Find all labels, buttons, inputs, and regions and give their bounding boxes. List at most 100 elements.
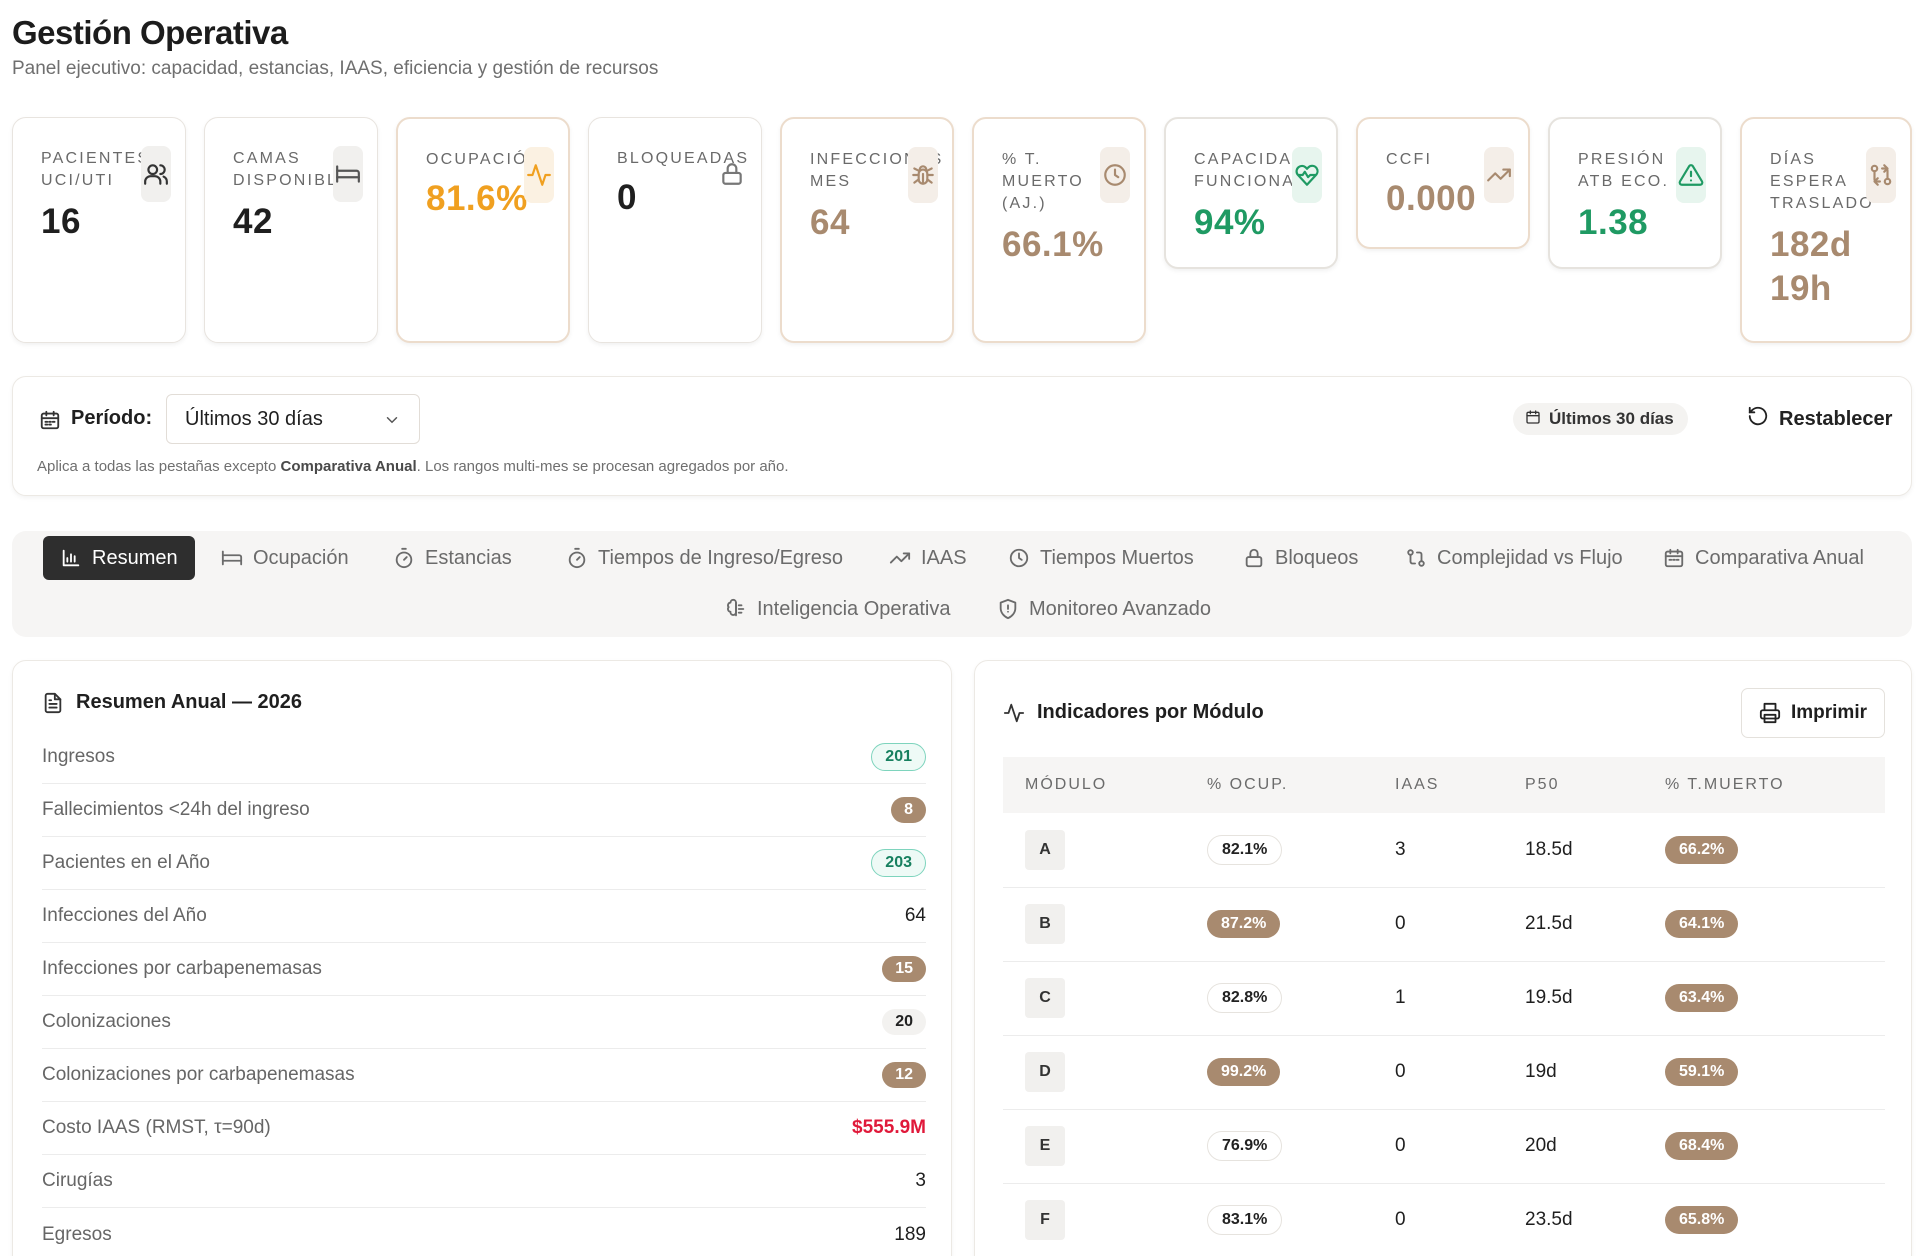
ocupacion-pill: 82.8% (1207, 983, 1283, 1013)
kpi-card-capacidad: Capacidad Funcional 94% (1164, 117, 1338, 269)
summary-value: 203 (871, 849, 926, 877)
iaas-value: 0 (1395, 1209, 1406, 1230)
module-badge: E (1025, 1126, 1065, 1166)
kpi-label: % T. Muerto (Aj.) (1002, 151, 1084, 212)
tab-label: Resumen (92, 546, 178, 569)
clock-icon (1100, 147, 1130, 203)
summary-value: 15 (882, 956, 926, 982)
calendar-icon (39, 409, 61, 436)
tiempo-muerto-pill: 63.4% (1665, 984, 1739, 1012)
summary-label: Colonizaciones por carbapenemasas (42, 1064, 355, 1085)
tab-ocupacion[interactable]: Ocupación (204, 536, 366, 580)
tab-tiempos-muertos[interactable]: Tiempos Muertos (991, 536, 1211, 580)
module-table: Módulo % Ocup. IAAS P50 % T.Muerto A 82.… (1003, 757, 1885, 1256)
kpi-value: 81.6% (426, 179, 528, 218)
tab-label: Tiempos Muertos (1040, 546, 1194, 569)
list-item: Cirugías 3 (42, 1155, 926, 1208)
summary-label: Pacientes en el Año (42, 852, 210, 873)
period-badge-label: Últimos 30 días (1549, 409, 1674, 428)
column-header: % Ocup. (1187, 757, 1377, 813)
tab-resumen[interactable]: Resumen (43, 536, 195, 580)
tab-tiempos-ingreso-egreso[interactable]: Tiempos de Ingreso/Egreso (549, 536, 860, 580)
tab-label: Complejidad vs Flujo (1437, 546, 1623, 569)
kpi-value: 42 (233, 202, 273, 241)
tab-monitoreo-avanzado[interactable]: Monitoreo Avanzado (980, 587, 1228, 631)
module-indicators-title: Indicadores por Módulo (1003, 701, 1264, 724)
kpi-label: Bloqueadas (617, 150, 750, 167)
trending-up-icon (889, 552, 911, 564)
ocupacion-pill: 76.9% (1207, 1131, 1283, 1161)
tiempo-muerto-pill: 65.8% (1665, 1206, 1739, 1234)
table-row: D 99.2% 0 19d 59.1% (1003, 1035, 1885, 1110)
print-label: Imprimir (1790, 702, 1868, 723)
ocupacion-pill: 87.2% (1207, 910, 1281, 938)
list-item: Colonizaciones 20 (42, 996, 926, 1049)
tab-label: Tiempos de Ingreso/Egreso (598, 546, 843, 569)
p50-value: 20d (1525, 1135, 1557, 1156)
summary-label: Infecciones del Año (42, 905, 207, 926)
print-button[interactable]: Imprimir (1741, 688, 1885, 738)
tab-inteligencia-operativa[interactable]: Inteligencia Operativa (708, 587, 967, 631)
column-header: P50 (1505, 757, 1645, 813)
activity-icon (1003, 703, 1025, 722)
kpi-value: 1.38 (1578, 203, 1649, 242)
printer-icon (1759, 702, 1781, 724)
tiempo-muerto-pill: 64.1% (1665, 910, 1739, 938)
shield-icon (999, 598, 1017, 620)
summary-label: Costo IAAS (RMST, τ=90d) (42, 1117, 271, 1138)
tab-label: Estancias (425, 546, 512, 569)
kpi-row: Pacientes UCI/UTI 16 Camas Disponibles 4… (12, 117, 1912, 343)
list-item: Infecciones por carbapenemasas 15 (42, 943, 926, 996)
bar-chart-icon (62, 549, 80, 567)
summary-label: Cirugías (42, 1170, 113, 1191)
tab-estancias[interactable]: Estancias (376, 536, 529, 580)
kpi-value: 94% (1194, 203, 1266, 242)
tab-complejidad-vs-flujo[interactable]: Complejidad vs Flujo (1388, 536, 1640, 580)
p50-value: 21.5d (1525, 913, 1573, 934)
kpi-card-presion-atb: Presión ATB Eco. 1.38 (1548, 117, 1722, 269)
annual-summary-list: Ingresos 201 Fallecimientos <24h del ing… (42, 731, 926, 1256)
tab-label: Inteligencia Operativa (757, 597, 951, 620)
chevron-down-icon (383, 411, 401, 435)
iaas-value: 0 (1395, 1061, 1406, 1082)
summary-label: Fallecimientos <24h del ingreso (42, 799, 310, 820)
period-select-value: Últimos 30 días (185, 407, 323, 430)
file-text-icon (44, 692, 62, 713)
ocupacion-pill: 83.1% (1207, 1205, 1283, 1235)
tiempo-muerto-pill: 68.4% (1665, 1132, 1739, 1160)
table-row: A 82.1% 3 18.5d 66.2% (1003, 813, 1885, 888)
kpi-value: 0 (617, 178, 637, 217)
reset-button[interactable]: Restablecer (1733, 399, 1906, 439)
alert-triangle-icon (1676, 147, 1706, 203)
kpi-card-pacientes: Pacientes UCI/UTI 16 (12, 117, 186, 343)
bed-icon (221, 550, 243, 566)
list-item: Egresos 189 (42, 1208, 926, 1256)
tab-label: Monitoreo Avanzado (1029, 597, 1211, 620)
kpi-label: Ocupación (426, 151, 542, 168)
list-item: Pacientes en el Año 203 (42, 837, 926, 890)
module-indicators-card: Indicadores por Módulo Imprimir Módulo %… (974, 660, 1912, 1256)
table-row: F 83.1% 0 23.5d 65.8% (1003, 1183, 1885, 1256)
tab-label: Bloqueos (1275, 546, 1359, 569)
activity-icon (524, 147, 554, 203)
kpi-value: 0.000 (1386, 179, 1477, 218)
summary-label: Infecciones por carbapenemasas (42, 958, 322, 979)
kpi-card-bloqueadas: Bloqueadas 0 (588, 117, 762, 343)
calendar-icon (1525, 409, 1541, 430)
page-subtitle: Panel ejecutivo: capacidad, estancias, I… (12, 58, 659, 79)
tab-bloqueos[interactable]: Bloqueos (1226, 536, 1375, 580)
summary-value: $555.9M (852, 1117, 926, 1138)
list-item: Fallecimientos <24h del ingreso 8 (42, 784, 926, 837)
tab-iaas[interactable]: IAAS (872, 536, 984, 580)
summary-value: 12 (882, 1062, 926, 1088)
tab-comparativa-anual[interactable]: Comparativa Anual (1646, 536, 1881, 580)
kpi-card-ocupacion: Ocupación 81.6% (396, 117, 570, 343)
period-select[interactable]: Últimos 30 días (166, 394, 420, 444)
table-row: C 82.8% 1 19.5d 63.4% (1003, 961, 1885, 1036)
bug-icon (908, 147, 938, 203)
clock-icon (1009, 548, 1029, 568)
calendar-icon (1664, 548, 1684, 568)
iaas-value: 0 (1395, 1135, 1406, 1156)
lock-icon (717, 146, 747, 202)
iaas-value: 3 (1395, 838, 1406, 860)
